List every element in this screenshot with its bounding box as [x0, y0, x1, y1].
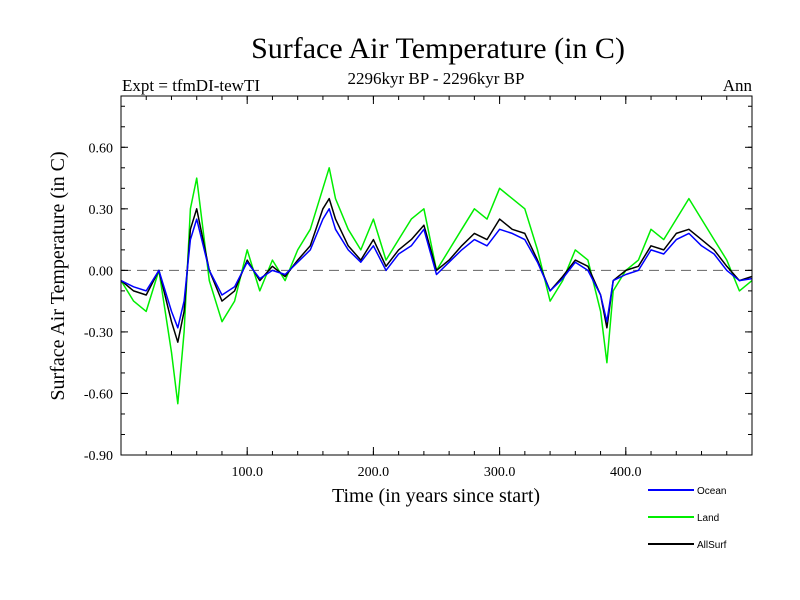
series-land-line [120, 167, 753, 405]
legend-allsurf-label: AllSurf [697, 540, 727, 551]
x-tick-label: 100.0 [231, 465, 263, 480]
y-tick-label: -0.60 [84, 387, 113, 402]
y-tick-label: 0.30 [89, 203, 114, 218]
x-tick-label: 400.0 [610, 465, 642, 480]
y-axis-label: Surface Air Temperature (in C) [47, 151, 69, 400]
y-tick-label: 0.60 [89, 141, 114, 156]
x-tick-label: 200.0 [358, 465, 390, 480]
y-tick-label: -0.30 [84, 326, 113, 341]
legend: Ocean Land AllSurf [648, 486, 727, 551]
x-tick-label: 300.0 [484, 465, 516, 480]
series-ocean-line [120, 208, 753, 329]
period-label: 2296kyr BP - 2296kyr BP [348, 69, 525, 88]
y-tick-label: -0.90 [84, 449, 113, 464]
chart-title: Surface Air Temperature (in C) [251, 32, 625, 65]
legend-land-label: Land [697, 513, 719, 524]
y-tick-label: 0.00 [89, 264, 114, 279]
legend-ocean-label: Ocean [697, 486, 726, 497]
axes: -0.90 -0.60 -0.30 0.00 0.30 0.60 100.0 200.0 300… [84, 96, 752, 480]
experiment-label: Expt = tfmDI-tewTI [122, 76, 260, 95]
plot-area [120, 167, 753, 405]
plot-frame [120, 95, 753, 456]
season-label: Ann [723, 76, 753, 95]
x-axis-label: Time (in years since start) [332, 485, 540, 507]
